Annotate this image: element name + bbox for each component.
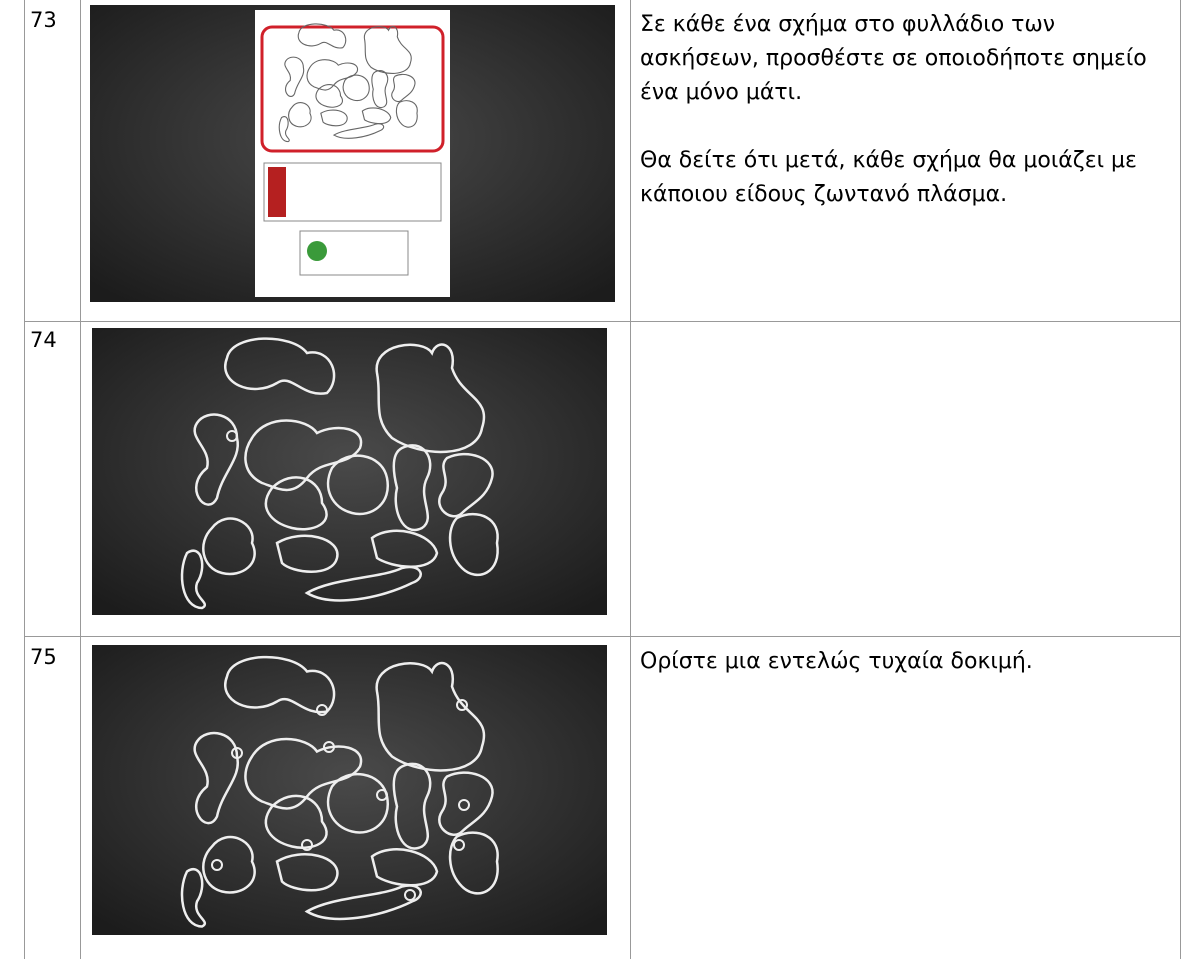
row-number: 74: [30, 328, 57, 352]
paragraph: Σε κάθε ένα σχήμα στο φυλλάδιο των ασκήσ…: [640, 12, 1147, 105]
paragraph: Θα δείτε ότι μετά, κάθε σχήμα θα μοιάζει…: [640, 148, 1137, 207]
row-number: 75: [30, 645, 57, 669]
border: [24, 0, 25, 959]
border: [24, 636, 1181, 637]
row-text: Σε κάθε ένα σχήμα στο φυλλάδιο των ασκήσ…: [640, 8, 1170, 246]
border: [1180, 0, 1181, 959]
row-text: Ορίστε μια εντελώς τυχαία δοκιμή.: [640, 645, 1170, 713]
border: [630, 0, 631, 959]
row-number: 73: [30, 8, 57, 32]
chalkboard-image: [92, 328, 607, 615]
border: [80, 0, 81, 959]
chalkboard-image: [92, 645, 607, 935]
worksheet-image: [90, 5, 615, 302]
border: [24, 321, 1181, 322]
paragraph: Ορίστε μια εντελώς τυχαία δοκιμή.: [640, 649, 1033, 674]
